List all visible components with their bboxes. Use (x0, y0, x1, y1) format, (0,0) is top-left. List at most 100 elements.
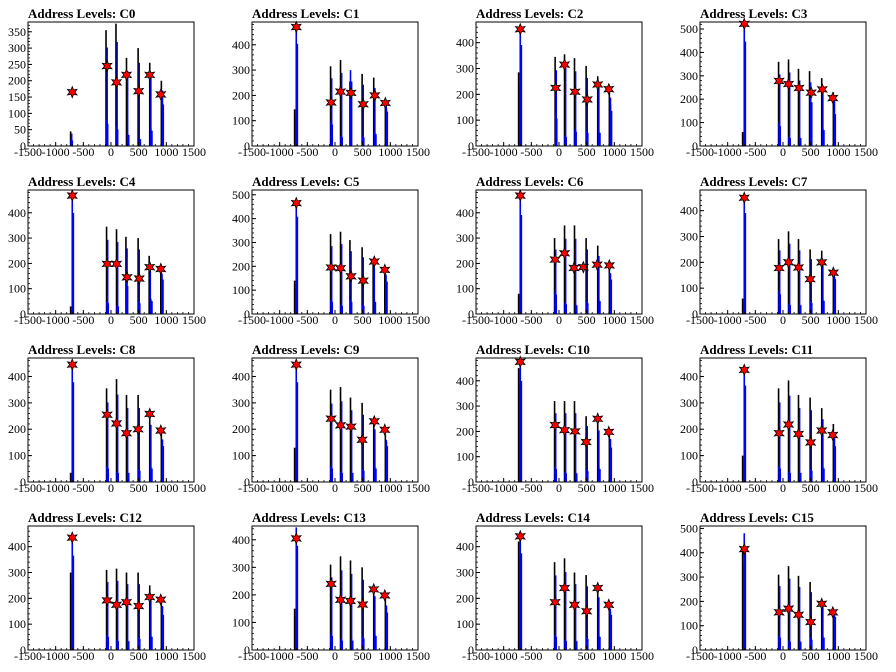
chart-title: Address Levels: C11 (700, 342, 813, 357)
y-tick-label: 300 (8, 396, 26, 410)
peak-marker (121, 270, 133, 284)
peak-marker (155, 423, 167, 438)
peak-marker (120, 68, 133, 82)
y-tick-label: 250 (8, 57, 26, 71)
peak-marker (591, 258, 603, 272)
x-tick-label: 1000 (826, 481, 850, 495)
plot-frame (475, 525, 643, 651)
chart-panel-c2: Address Levels: C2 0 100 200 300 400 -1500 -100… (448, 0, 672, 168)
x-tick-label: 1000 (826, 145, 850, 159)
peak-marker (120, 426, 133, 440)
x-tick-label: -1500 (686, 313, 714, 327)
peak-marker (569, 85, 581, 99)
x-tick-label: 1500 (182, 145, 206, 159)
x-tick-label: 0 (108, 313, 114, 327)
peak-marker (514, 188, 526, 203)
y-tick-label: 0 (692, 475, 698, 489)
chart-title: Address Levels: C3 (700, 6, 808, 21)
y-tick-label: 300 (8, 566, 26, 580)
x-tick-label: -1500 (686, 481, 714, 495)
chart-svg: Address Levels: C30100200300400500-1500-… (680, 6, 878, 159)
peak-marker (290, 20, 302, 34)
peak-marker (782, 417, 795, 432)
y-tick-label: 200 (232, 88, 250, 102)
y-tick-label: 100 (232, 283, 250, 297)
x-tick-label: 0 (556, 145, 562, 159)
y-tick-label: 400 (456, 540, 474, 554)
x-tick-label: 1000 (378, 481, 402, 495)
x-tick-label: -1000 (490, 145, 518, 159)
plot-frame (699, 525, 867, 651)
peak-marker (581, 92, 593, 107)
x-tick-label: -1000 (266, 313, 294, 327)
x-tick-label: 500 (354, 145, 372, 159)
peak-marker (144, 68, 156, 82)
peak-marker (580, 435, 592, 449)
x-tick-label: 1500 (630, 481, 654, 495)
peak-marker (369, 88, 381, 102)
chart-panel-c6: Address Levels: C6 0 100 200 300 400 -1500 -100… (448, 168, 672, 336)
peak-marker (603, 598, 615, 612)
y-tick-label: 200 (232, 422, 250, 436)
y-tick-label: 300 (8, 41, 26, 55)
peak-marker (66, 531, 78, 545)
y-tick-label: 400 (232, 38, 250, 52)
y-tick-label: 100 (680, 281, 698, 295)
peak-marker (155, 87, 167, 102)
chart-title: Address Levels: C1 (252, 6, 359, 21)
chart-panel-c1: Address Levels: C1 0 100 200 300 400 -1500 -100… (224, 0, 448, 168)
x-tick-label: 500 (578, 145, 596, 159)
y-tick-label: 350 (8, 25, 26, 39)
x-tick-label: 0 (108, 145, 114, 159)
x-tick-label: -1000 (714, 313, 742, 327)
peak-marker (804, 272, 816, 286)
x-tick-label: -1000 (714, 145, 742, 159)
y-tick-label: 500 (680, 521, 698, 535)
chart-svg: Address Levels: C14 0 100 200 300 400 -1500 -10… (456, 510, 654, 663)
chart-title: Address Levels: C7 (700, 174, 808, 189)
y-tick-label: 0 (468, 139, 474, 153)
y-tick-label: 400 (456, 374, 474, 388)
x-tick-label: -1000 (266, 481, 294, 495)
x-tick-label: 0 (332, 145, 338, 159)
x-tick-label: 1000 (602, 313, 626, 327)
x-tick-label: 500 (578, 313, 596, 327)
x-tick-label: -1500 (14, 145, 42, 159)
chart-title: Address Levels: C2 (476, 6, 583, 21)
y-tick-label: 200 (8, 422, 26, 436)
peak-marker (558, 246, 571, 260)
plot-frame (475, 189, 643, 315)
peak-marker (66, 85, 78, 99)
chart-title: Address Levels: C4 (28, 174, 136, 189)
peak-marker (792, 427, 805, 441)
x-tick-label: 1000 (378, 145, 402, 159)
chart-panel-c15: Address Levels: C15 0 100 200 300 400 500 -1500… (672, 504, 896, 672)
plot-frame (251, 525, 419, 651)
peak-marker (144, 590, 156, 604)
y-tick-label: 300 (8, 231, 26, 245)
peak-marker (827, 266, 840, 280)
y-tick-label: 300 (680, 69, 698, 83)
x-tick-label: -1500 (14, 313, 42, 327)
peak-marker (514, 22, 526, 36)
peak-marker (357, 274, 369, 288)
peak-marker (345, 269, 357, 283)
x-tick-label: 1500 (182, 481, 206, 495)
plot-frame (27, 21, 195, 147)
x-tick-label: 0 (332, 481, 338, 495)
peak-marker (603, 82, 615, 96)
x-tick-label: -500 (520, 649, 542, 663)
peak-marker (804, 615, 817, 629)
x-tick-label: 500 (354, 481, 372, 495)
y-tick-label: 300 (456, 231, 474, 245)
peak-marker (738, 542, 750, 556)
peak-marker (603, 425, 615, 439)
x-tick-label: -1500 (238, 649, 266, 663)
peak-marker (155, 262, 167, 276)
y-tick-label: 200 (8, 256, 26, 270)
y-tick-label: 100 (456, 617, 474, 631)
x-tick-label: 500 (802, 649, 820, 663)
x-tick-label: 1500 (630, 145, 654, 159)
chart-panel-c5: Address Levels: C5 0 100 200 300 400 500 -1500-… (224, 168, 448, 336)
x-tick-label: -500 (744, 649, 766, 663)
